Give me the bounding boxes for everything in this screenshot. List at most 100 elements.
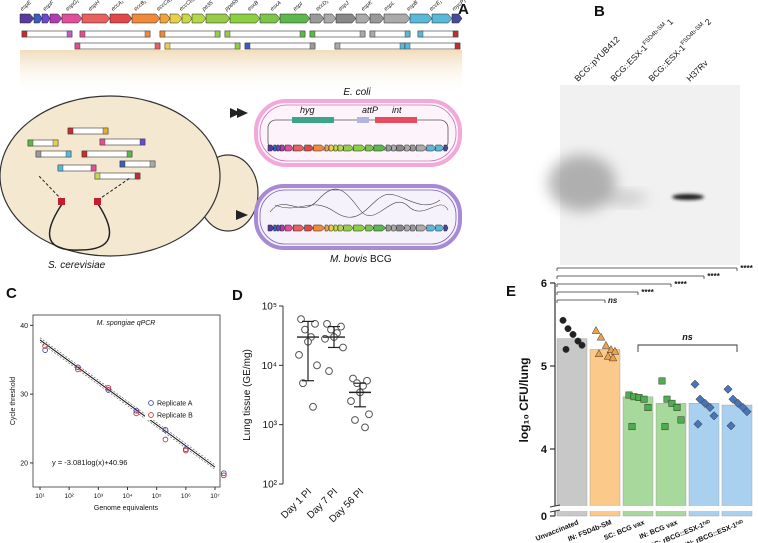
fragment bbox=[334, 42, 406, 50]
gene-label: espK bbox=[360, 0, 374, 13]
gene-label: espB bbox=[406, 0, 420, 13]
gene-label: espJ bbox=[338, 0, 351, 12]
gene-arrow bbox=[49, 13, 63, 24]
yeast-fragment bbox=[94, 172, 141, 180]
x-tick-label: 10⁷ bbox=[210, 493, 220, 500]
fragment bbox=[309, 30, 366, 38]
gene-arrow bbox=[431, 13, 453, 24]
plasmid-gene bbox=[373, 144, 387, 152]
data-point bbox=[574, 337, 582, 345]
data-point bbox=[162, 436, 169, 443]
plasmid-gene bbox=[343, 144, 354, 152]
data-point bbox=[133, 407, 140, 414]
gene-arrow bbox=[159, 13, 171, 24]
fragment-end bbox=[404, 42, 411, 50]
significance-label: **** bbox=[707, 272, 720, 281]
data-point bbox=[742, 407, 752, 417]
chromosome-gene bbox=[415, 224, 428, 232]
chromosome-gene bbox=[385, 224, 393, 232]
assembled-plasmid bbox=[48, 203, 111, 251]
significance-label: **** bbox=[740, 264, 753, 273]
plasmid-gene bbox=[337, 144, 345, 152]
yeast-fragment bbox=[35, 150, 72, 158]
lane-name: H37Rv bbox=[684, 57, 710, 83]
fragment-end bbox=[309, 30, 316, 38]
data-point bbox=[673, 404, 681, 411]
data-point bbox=[220, 470, 227, 477]
gene-label: espF bbox=[42, 0, 56, 13]
chromosome-gene bbox=[304, 224, 314, 232]
fragment bbox=[404, 42, 461, 50]
gene-arrow bbox=[355, 13, 371, 24]
data-point bbox=[105, 385, 112, 391]
transfer-arrow bbox=[236, 210, 248, 220]
yeast-fragment-end bbox=[52, 139, 59, 147]
fit-equation: y = -3.081log(x)+40.96 bbox=[52, 458, 127, 467]
plasmid-gene bbox=[324, 144, 330, 152]
yeast-fragment-end bbox=[99, 138, 106, 146]
host-label: M. bovis BCG bbox=[330, 254, 392, 265]
bar bbox=[622, 396, 654, 517]
data-point bbox=[299, 379, 307, 388]
gene-label: espG₁ bbox=[65, 0, 80, 13]
fragment bbox=[244, 42, 316, 50]
chromosome-gene bbox=[273, 224, 278, 232]
significance-label: ns bbox=[608, 296, 618, 305]
bar bbox=[556, 338, 588, 517]
y-tick-label: 5 bbox=[541, 361, 547, 373]
fragment-end bbox=[334, 42, 341, 50]
panel-label: A bbox=[458, 1, 469, 18]
data-point bbox=[564, 325, 572, 333]
fragment-end bbox=[66, 30, 73, 38]
gene-label: eccA₁ bbox=[110, 0, 125, 13]
data-point bbox=[705, 402, 715, 413]
y-tick-label: 0 bbox=[541, 511, 547, 523]
plasmid-gene bbox=[396, 144, 406, 152]
gene-label: eccCb₁ bbox=[179, 0, 196, 13]
data-point bbox=[133, 410, 140, 417]
data-point bbox=[594, 349, 604, 357]
gene-arrow bbox=[409, 13, 433, 24]
chromosome-gene bbox=[426, 224, 437, 232]
gene-label: espI bbox=[292, 1, 304, 13]
fragment-end bbox=[144, 30, 151, 38]
data-point bbox=[658, 377, 666, 385]
y-axis-label: log₁₀ CFU/lung bbox=[517, 357, 531, 442]
guide bbox=[97, 177, 131, 201]
data-point bbox=[301, 325, 309, 334]
plasmid-gene bbox=[267, 144, 274, 152]
fragment-end bbox=[359, 30, 366, 38]
panel-label: C bbox=[6, 285, 17, 302]
gene-arrow bbox=[323, 13, 337, 24]
yeast-fragment-end bbox=[94, 172, 101, 180]
data-point bbox=[42, 343, 48, 349]
panel-label: D bbox=[232, 287, 243, 304]
chromosome-gene bbox=[396, 224, 406, 232]
data-point bbox=[640, 395, 648, 403]
chromosome-gene bbox=[337, 224, 345, 232]
chromosome-gene bbox=[328, 224, 335, 232]
fragment-end bbox=[299, 30, 306, 38]
panel-label: E bbox=[506, 283, 516, 300]
fragment bbox=[79, 30, 151, 38]
plasmid-gene bbox=[435, 144, 445, 152]
confidence-band bbox=[39, 337, 216, 466]
data-point bbox=[690, 379, 700, 389]
plasmid-gene bbox=[284, 144, 294, 152]
legend-marker bbox=[148, 400, 154, 406]
data-point bbox=[693, 419, 703, 429]
gene-arrow bbox=[205, 13, 231, 24]
x-tick-label: 10³ bbox=[94, 493, 104, 500]
chromosome-gene bbox=[313, 224, 326, 232]
data-point bbox=[603, 351, 613, 360]
yeast-fragment-end bbox=[90, 164, 97, 172]
plasmid-gene bbox=[404, 144, 411, 152]
gene-label: pe35 bbox=[201, 0, 216, 13]
data-point bbox=[562, 345, 570, 353]
group-bracket bbox=[637, 344, 738, 352]
gene-label: espL bbox=[383, 0, 396, 12]
yeast-fragment-end bbox=[119, 160, 126, 168]
data-point bbox=[695, 394, 705, 404]
fragment bbox=[417, 30, 459, 38]
